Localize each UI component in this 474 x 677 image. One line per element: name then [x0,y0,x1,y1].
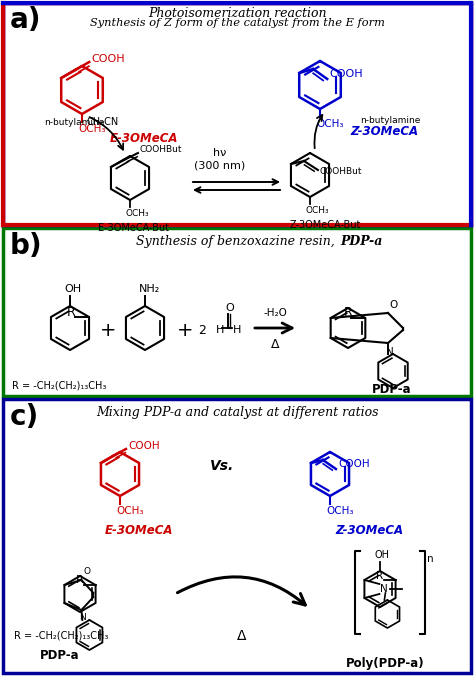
Text: COOH: COOH [91,54,125,64]
Text: N: N [381,584,388,594]
Text: OCH₃: OCH₃ [326,506,354,516]
Text: R = -CH₂(CH₂)₁₃CH₃: R = -CH₂(CH₂)₁₃CH₃ [14,631,109,641]
Text: COOH: COOH [128,441,160,451]
Text: R: R [375,571,383,581]
Text: O: O [83,567,91,577]
Text: OH: OH [64,284,81,294]
Text: -H₂O: -H₂O [263,308,287,318]
Text: Mixing PDP-a and catalyst at different ratios: Mixing PDP-a and catalyst at different r… [96,406,378,419]
Text: Z-3OMeCA: Z-3OMeCA [350,125,418,138]
Text: OCH₃: OCH₃ [78,124,106,134]
Text: PDP-a: PDP-a [340,235,383,248]
Text: COOHBut: COOHBut [320,167,363,177]
Text: O: O [389,300,397,310]
Text: H: H [233,325,241,335]
Text: +: + [177,322,193,341]
Text: PDP-a: PDP-a [40,649,80,662]
Text: R = -CH₂(CH₂)₁₃CH₃: R = -CH₂(CH₂)₁₃CH₃ [12,380,106,390]
Text: Δ: Δ [271,338,279,351]
Text: N: N [386,347,394,357]
Text: PDP-a: PDP-a [372,383,412,396]
Text: H: H [216,325,224,335]
Text: OH: OH [375,550,390,560]
Text: Poly(PDP-a): Poly(PDP-a) [346,657,424,670]
FancyBboxPatch shape [3,399,471,673]
Text: Synthesis of benzoxazine resin,: Synthesis of benzoxazine resin, [136,235,338,248]
Text: Δ: Δ [237,629,247,643]
Text: 2: 2 [198,324,206,338]
Text: hν
(300 nm): hν (300 nm) [194,148,246,170]
Text: Z-3OMeCA: Z-3OMeCA [335,524,403,537]
Text: a): a) [10,6,42,34]
Text: OCH₃: OCH₃ [316,119,344,129]
Text: n-butylamine: n-butylamine [44,118,104,127]
Text: Synthesis of Z form of the catalyst from the E form: Synthesis of Z form of the catalyst from… [90,18,384,28]
Text: N: N [80,613,86,622]
Text: Photoisomerization reaction: Photoisomerization reaction [148,7,326,20]
FancyBboxPatch shape [3,228,471,396]
Text: COOH: COOH [329,69,363,79]
Text: n: n [427,554,434,564]
Text: R: R [67,305,76,318]
Text: O: O [225,303,234,313]
Text: n-butylamine: n-butylamine [360,116,420,125]
Text: OCH₃: OCH₃ [126,209,150,218]
FancyBboxPatch shape [3,3,471,225]
Text: c): c) [10,403,39,431]
Text: CH₃CN: CH₃CN [87,117,119,127]
Text: NH₂: NH₂ [139,284,160,294]
Text: E-3OMeCA-But: E-3OMeCA-But [98,223,169,233]
Text: E-3OMeCA: E-3OMeCA [110,132,179,145]
Text: Vs.: Vs. [210,459,234,473]
Text: b): b) [10,232,43,260]
Text: COOHBut: COOHBut [140,146,182,154]
Text: OCH₃: OCH₃ [116,506,144,516]
Text: R: R [75,575,83,585]
Text: OCH₃: OCH₃ [306,206,329,215]
Text: COOH: COOH [338,459,370,469]
Text: +: + [100,322,116,341]
Text: Z-3OMeCA-But: Z-3OMeCA-But [290,220,361,230]
Text: E-3OMeCA: E-3OMeCA [105,524,173,537]
Text: R: R [343,307,352,320]
